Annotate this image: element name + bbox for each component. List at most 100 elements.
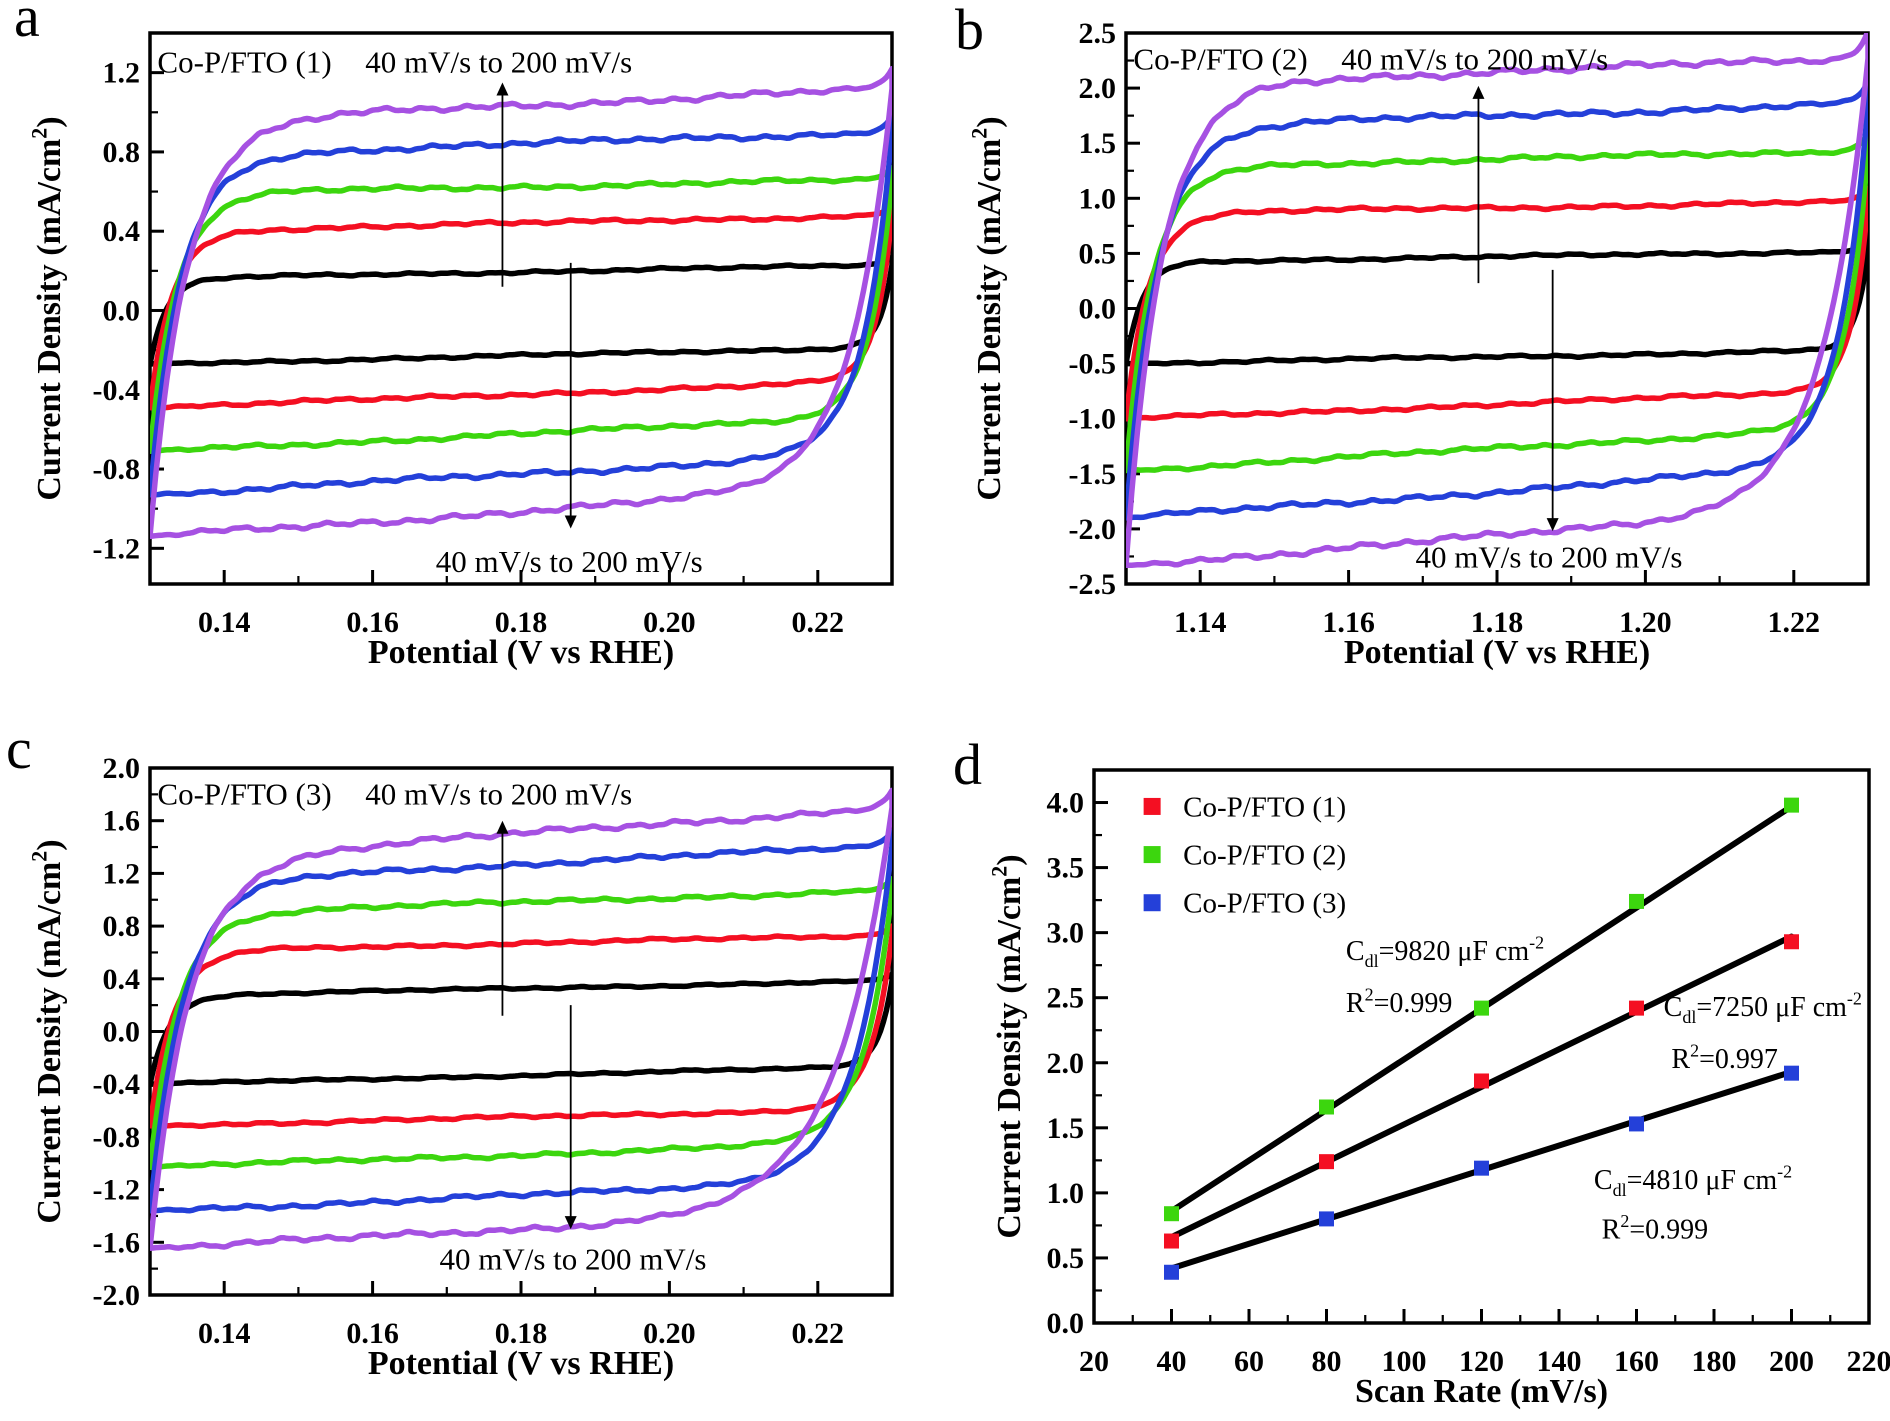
cv-curve-160mvs xyxy=(1126,78,1868,521)
arrowhead-icon xyxy=(564,1216,577,1230)
panel-letter-a: a xyxy=(14,0,40,49)
plot-title: Co-P/FTO (1) xyxy=(157,45,331,80)
cv-curve-120mvs xyxy=(1126,130,1868,474)
x-tick-label: 60 xyxy=(1234,1345,1264,1378)
y-tick-label: 1.0 xyxy=(1047,1177,1085,1210)
scan-rate-fit-plot: 20 40 60 80 100 120 140 160 180 200 220 0.0 0.5 1.0 1.… xyxy=(986,768,1890,1410)
y-tick-label: -1.2 xyxy=(93,1174,141,1207)
x-axis-label: Potential (V vs RHE) xyxy=(368,1345,674,1382)
cdl-annotation: Cdl=7250 μF cm-2 xyxy=(1664,989,1862,1027)
panel-letter-b: b xyxy=(955,0,984,62)
legend-swatch-icon xyxy=(1143,846,1161,864)
y-tick-label: 0.8 xyxy=(103,136,141,169)
y-tick-label: -0.8 xyxy=(93,1121,141,1154)
scan-rate-annotation-top: 40 mV/s to 200 mV/s xyxy=(365,776,632,811)
y-tick-label: -0.8 xyxy=(93,453,141,486)
y-tick-label: 0.8 xyxy=(103,910,141,943)
axes: 20 40 60 80 100 120 140 160 180 200 220 0.0 0.5 1.0 1.… xyxy=(986,768,1890,1410)
axes: 1.14 1.16 1.18 1.20 1.22 -2.5 -2.0 -1.5 -1.0 -0.5… xyxy=(966,17,1870,671)
y-tick-label: 0.4 xyxy=(103,215,141,248)
panel-c: c 0.14 0.16 0.18 0.20 0.22 -2.0 -1.6 -1.2 -0.8 -0… xyxy=(0,710,945,1421)
panel-d: d 20 40 60 80 100 120 140 160 180 200 220 0.0 0.5 1.0… xyxy=(945,710,1890,1421)
annotations: Co-P/FTO (3) 40 mV/s to 200 mV/s 40 mV/s t… xyxy=(157,776,706,1276)
x-axis-label: Scan Rate (mV/s) xyxy=(1355,1373,1608,1410)
fit-lines xyxy=(1168,803,1795,1272)
y-tick-label: -0.4 xyxy=(93,1068,141,1101)
scatter-point xyxy=(1474,1073,1489,1089)
cv-curve-160mvs xyxy=(150,113,892,498)
panel-letter-c: c xyxy=(6,716,32,781)
x-tick-label: 160 xyxy=(1614,1345,1659,1378)
y-tick-label: 1.0 xyxy=(1079,182,1117,215)
x-tick-label: 180 xyxy=(1692,1345,1737,1378)
cv-curve-120mvs xyxy=(150,875,892,1170)
arrowhead-icon xyxy=(496,820,509,834)
cv-curve-200mvs xyxy=(150,65,892,540)
x-tick-label: 0.14 xyxy=(198,1317,251,1350)
annotations: Co-P/FTO (2) 40 mV/s to 200 mV/s 40 mV/s t… xyxy=(1133,41,1682,574)
cv-curve-120mvs xyxy=(150,165,892,454)
axis-box xyxy=(148,766,894,1297)
cdl-annotation: Cdl=9820 μF cm-2 xyxy=(1346,933,1544,971)
legend-swatch-icon xyxy=(1143,894,1161,912)
scan-rate-annotation-top: 40 mV/s to 200 mV/s xyxy=(365,45,632,80)
cv-curve-40mvs xyxy=(150,254,892,367)
legend-label: Co-P/FTO (1) xyxy=(1183,791,1346,823)
scatter-point xyxy=(1319,1211,1334,1227)
x-tick-label: 0.14 xyxy=(198,606,251,639)
y-tick-label: -2.5 xyxy=(1069,568,1117,601)
scatter-point xyxy=(1784,934,1799,950)
x-tick-label: 100 xyxy=(1382,1345,1427,1378)
y-tick-label: 2.0 xyxy=(1047,1047,1085,1080)
annotations: Co-P/FTO (1) 40 mV/s to 200 mV/s 40 mV/s t… xyxy=(157,45,702,579)
cdl-annotation: Cdl=4810 μF cm-2 xyxy=(1594,1162,1792,1200)
y-axis-label: Current Density (mA/cm2) xyxy=(986,854,1028,1238)
x-tick-label: 1.22 xyxy=(1768,606,1821,639)
x-tick-label: 1.20 xyxy=(1619,606,1672,639)
cv-curve-40mvs xyxy=(150,971,892,1087)
x-tick-label: 140 xyxy=(1537,1345,1582,1378)
axes: 0.14 0.16 0.18 0.20 0.22 -1.2 -0.8 -0.4 0.0 0.4 0.… xyxy=(26,31,894,671)
scatter-point xyxy=(1164,1264,1179,1280)
cv-curve-200mvs xyxy=(1126,33,1868,569)
cv-plot-co-p-fto-2: 1.14 1.16 1.18 1.20 1.22 -2.5 -2.0 -1.5 -1.0 -0.5… xyxy=(966,17,1870,671)
legend: Co-P/FTO (1) Co-P/FTO (2) Co-P/FTO (3) xyxy=(1143,791,1346,920)
y-tick-label: 0.5 xyxy=(1047,1242,1085,1275)
y-axis-label: Current Density (mA/cm2) xyxy=(26,116,68,500)
scatter-point xyxy=(1474,1160,1489,1176)
plot-title: Co-P/FTO (2) xyxy=(1133,41,1307,76)
panel-letter-d: d xyxy=(953,732,982,797)
x-tick-label: 200 xyxy=(1769,1345,1814,1378)
scatter-point xyxy=(1164,1233,1179,1249)
arrowhead-icon xyxy=(1472,85,1485,99)
y-tick-label: 0.4 xyxy=(103,963,141,996)
panel-a: a 0.14 0.16 0.18 0.20 0.22 -1.2 -0.8 -0.4 0.0 0.4… xyxy=(0,0,945,710)
y-tick-label: -1.0 xyxy=(1069,403,1117,436)
scatter-point xyxy=(1164,1206,1179,1222)
cv-curve-80mvs xyxy=(150,202,892,411)
cv-curves xyxy=(150,65,892,540)
y-tick-label: -0.5 xyxy=(1069,348,1117,381)
scatter-point xyxy=(1319,1154,1334,1170)
y-tick-label: -1.5 xyxy=(1069,458,1117,491)
scan-rate-annotation-bottom: 40 mV/s to 200 mV/s xyxy=(436,544,703,579)
y-tick-label: 0.5 xyxy=(1079,237,1117,270)
scatter-point xyxy=(1629,1116,1644,1132)
scatter-point xyxy=(1474,1000,1489,1016)
legend-label: Co-P/FTO (3) xyxy=(1183,888,1346,920)
cdl-annotation: R2=0.999 xyxy=(1346,985,1452,1019)
cv-curves xyxy=(1126,33,1868,569)
y-tick-label: 0.0 xyxy=(103,294,141,327)
cdl-annotation: R2=0.997 xyxy=(1671,1041,1777,1075)
scatter-point xyxy=(1784,797,1799,813)
arrowhead-icon xyxy=(564,515,577,529)
x-tick-label: 40 xyxy=(1157,1345,1187,1378)
x-tick-label: 0.16 xyxy=(346,606,399,639)
scatter-point xyxy=(1629,893,1644,909)
y-axis-label: Current Density (mA/cm2) xyxy=(26,839,68,1223)
cdl-annotation: R2=0.999 xyxy=(1602,1211,1708,1245)
x-tick-label: 0.22 xyxy=(792,1317,845,1350)
x-axis-label: Potential (V vs RHE) xyxy=(368,634,674,671)
cv-curve-200mvs xyxy=(150,787,892,1251)
